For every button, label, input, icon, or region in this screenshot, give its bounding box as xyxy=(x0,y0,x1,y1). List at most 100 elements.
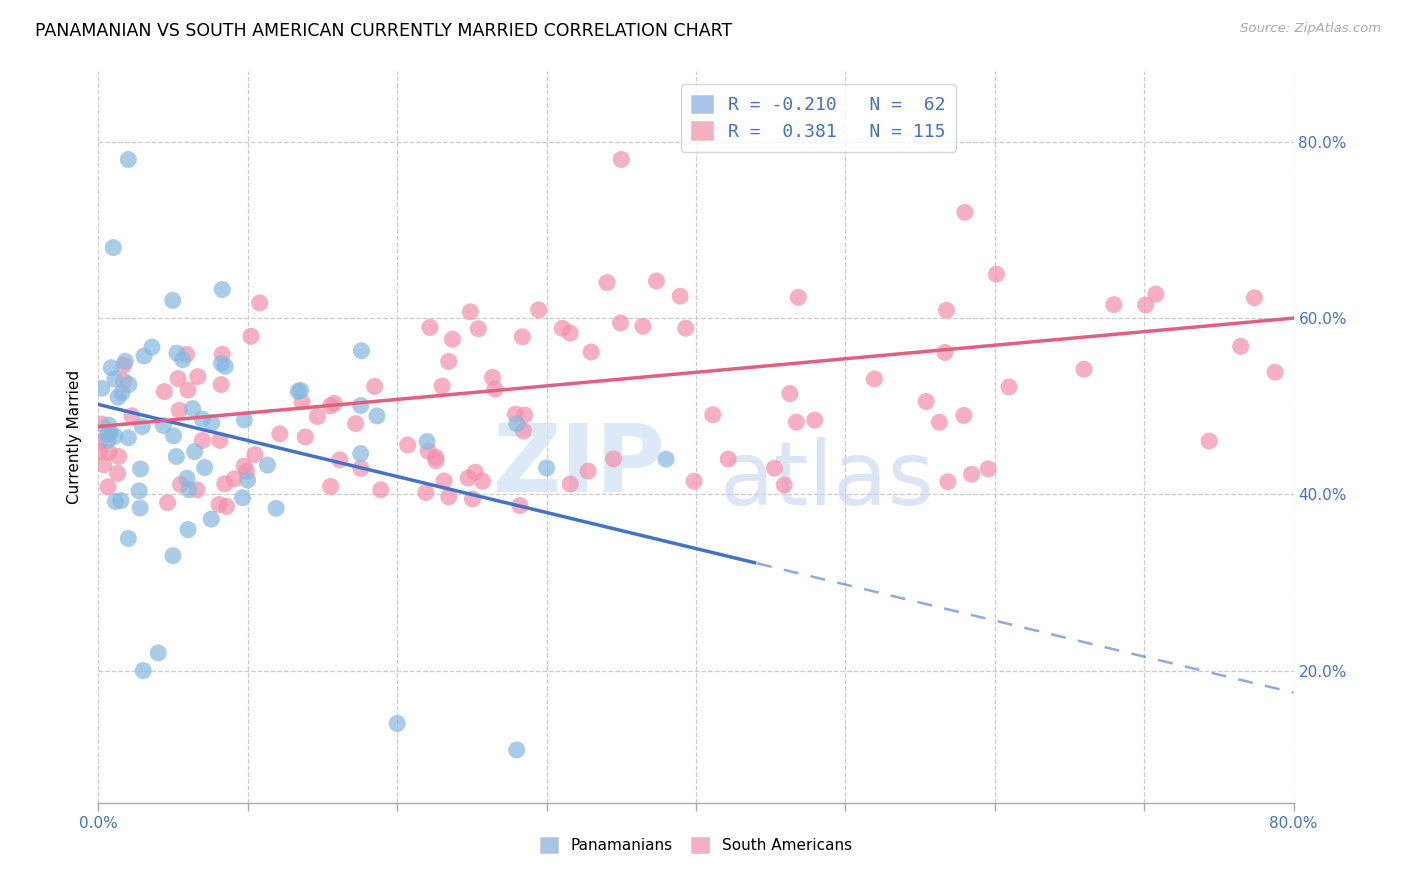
Point xyxy=(803,413,825,427)
Point xyxy=(172,352,194,367)
Point xyxy=(264,501,287,516)
Point xyxy=(986,267,1008,281)
Point xyxy=(323,396,346,410)
Point xyxy=(236,473,259,487)
Point xyxy=(269,426,291,441)
Point xyxy=(162,429,184,443)
Point xyxy=(183,444,205,458)
Point xyxy=(235,465,257,479)
Point xyxy=(915,394,938,409)
Point xyxy=(702,408,724,422)
Point xyxy=(162,549,184,563)
Point xyxy=(167,371,190,385)
Point xyxy=(481,370,503,384)
Point xyxy=(224,472,246,486)
Point xyxy=(291,394,314,409)
Text: ZIP: ZIP xyxy=(494,420,666,512)
Point xyxy=(191,434,214,448)
Point xyxy=(576,464,599,478)
Point xyxy=(610,153,633,167)
Point xyxy=(107,467,129,481)
Point xyxy=(655,452,678,467)
Point xyxy=(536,461,558,475)
Point xyxy=(211,347,233,361)
Point xyxy=(441,332,464,346)
Point xyxy=(1243,291,1265,305)
Point xyxy=(112,358,135,372)
Point xyxy=(350,447,373,461)
Point xyxy=(118,377,141,392)
Point xyxy=(1144,287,1167,301)
Point xyxy=(437,354,460,368)
Point xyxy=(110,493,132,508)
Point xyxy=(132,349,155,363)
Point xyxy=(111,386,134,401)
Point xyxy=(1264,365,1286,379)
Point xyxy=(787,290,810,304)
Point xyxy=(460,305,482,319)
Point xyxy=(176,471,198,485)
Point xyxy=(785,415,807,429)
Legend: Panamanians, South Americans: Panamanians, South Americans xyxy=(533,830,859,861)
Point xyxy=(952,409,974,423)
Point xyxy=(675,321,697,335)
Point xyxy=(209,377,232,392)
Point xyxy=(560,477,582,491)
Point xyxy=(960,467,983,482)
Point xyxy=(596,276,619,290)
Point xyxy=(89,444,111,458)
Point xyxy=(177,523,200,537)
Point xyxy=(527,302,550,317)
Point xyxy=(1229,339,1251,353)
Point xyxy=(166,346,188,360)
Point xyxy=(430,379,453,393)
Point xyxy=(998,380,1021,394)
Point xyxy=(471,474,494,488)
Point xyxy=(350,399,373,413)
Point xyxy=(233,413,256,427)
Point xyxy=(631,319,654,334)
Point xyxy=(152,418,174,433)
Point xyxy=(437,490,460,504)
Point xyxy=(209,356,232,370)
Point xyxy=(506,417,529,431)
Point xyxy=(467,322,489,336)
Point xyxy=(187,369,209,384)
Point xyxy=(211,283,233,297)
Point xyxy=(513,408,536,422)
Point xyxy=(114,354,136,368)
Point xyxy=(416,434,439,449)
Point xyxy=(1073,362,1095,376)
Point xyxy=(129,501,152,516)
Point xyxy=(165,450,187,464)
Y-axis label: Currently Married: Currently Married xyxy=(67,370,83,504)
Point xyxy=(131,419,153,434)
Point xyxy=(97,445,120,459)
Point xyxy=(366,409,388,423)
Point xyxy=(464,465,486,479)
Point xyxy=(186,483,208,497)
Point xyxy=(243,448,266,462)
Point xyxy=(148,646,170,660)
Point xyxy=(97,417,120,432)
Text: Source: ZipAtlas.com: Source: ZipAtlas.com xyxy=(1240,22,1381,36)
Point xyxy=(239,329,262,343)
Point xyxy=(1102,298,1125,312)
Point xyxy=(344,417,367,431)
Point xyxy=(121,409,143,423)
Point xyxy=(103,241,125,255)
Text: PANAMANIAN VS SOUTH AMERICAN CURRENTLY MARRIED CORRELATION CHART: PANAMANIAN VS SOUTH AMERICAN CURRENTLY M… xyxy=(35,22,733,40)
Point xyxy=(773,478,796,492)
Point xyxy=(214,476,236,491)
Point xyxy=(169,477,191,491)
Point xyxy=(350,343,373,358)
Point xyxy=(97,480,120,494)
Text: atlas: atlas xyxy=(720,437,935,524)
Point xyxy=(779,386,801,401)
Point xyxy=(117,153,139,167)
Point xyxy=(602,451,624,466)
Point xyxy=(319,479,342,493)
Point xyxy=(350,461,373,475)
Point xyxy=(717,452,740,467)
Point xyxy=(509,499,531,513)
